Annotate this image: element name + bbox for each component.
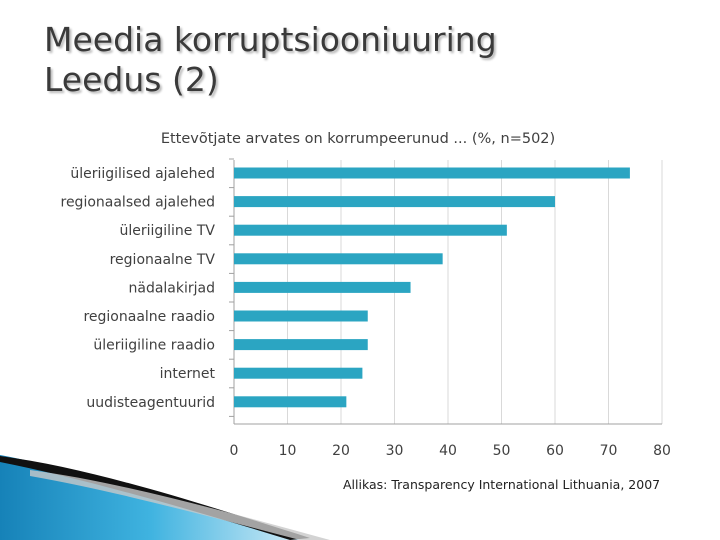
x-tick-label: 80 xyxy=(653,443,671,459)
slide-title: Meedia korruptsiooniuuring Leedus (2) xyxy=(44,20,497,100)
x-tick-label: 40 xyxy=(439,443,457,459)
swoosh-gray-stripe xyxy=(30,470,330,540)
source-note: Allikas: Transparency International Lith… xyxy=(343,477,661,492)
category-label: internet xyxy=(160,366,216,382)
x-tick-label: 70 xyxy=(600,443,618,459)
chart-title: Ettevõtjate arvates on korrumpeerunud ..… xyxy=(161,131,555,147)
bar xyxy=(234,396,347,408)
category-label: üleriigiline raadio xyxy=(93,338,215,354)
x-tick-label: 0 xyxy=(230,443,239,459)
x-tick-label: 30 xyxy=(386,443,404,459)
bar xyxy=(234,253,443,265)
bar xyxy=(234,339,368,351)
x-axis-tick-labels: 0 10 20 30 40 50 60 70 80 xyxy=(230,443,671,459)
category-label: nädalakirjad xyxy=(129,280,216,296)
category-label: uudisteagentuurid xyxy=(86,395,215,411)
bar xyxy=(234,224,507,236)
bar xyxy=(234,281,411,293)
category-label: regionaalsed ajalehed xyxy=(61,195,216,211)
bar xyxy=(234,367,363,379)
category-label: üleriigilised ajalehed xyxy=(70,166,215,182)
bar xyxy=(234,196,555,208)
bar xyxy=(234,310,368,322)
category-label: regionaalne TV xyxy=(110,252,216,268)
category-label: üleriigiline TV xyxy=(119,223,215,239)
category-label: regionaalne raadio xyxy=(83,309,215,325)
category-labels: üleriigilised ajalehed regionaalsed ajale… xyxy=(61,166,216,411)
x-tick-label: 60 xyxy=(546,443,564,459)
bar xyxy=(234,167,630,179)
slide-title-line-2: Leedus (2) xyxy=(44,60,219,99)
x-tick-label: 50 xyxy=(493,443,511,459)
x-tick-label: 20 xyxy=(332,443,350,459)
slide-title-line-1: Meedia korruptsiooniuuring xyxy=(44,20,497,59)
bars xyxy=(234,167,630,408)
x-tick-label: 10 xyxy=(279,443,297,459)
